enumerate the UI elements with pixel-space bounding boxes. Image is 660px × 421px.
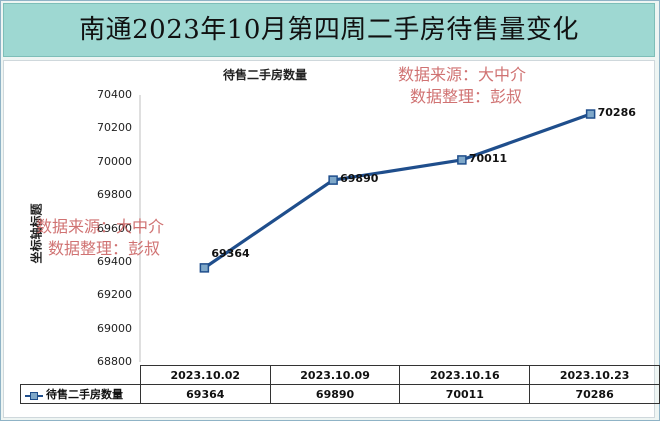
data-point xyxy=(585,109,596,119)
data-table: 2023.10.02 2023.10.09 2023.10.16 2023.10… xyxy=(20,365,660,404)
data-label: 69364 xyxy=(211,246,250,260)
watermark-author: 数据整理：彭叔 xyxy=(48,239,161,258)
data-table-value: 69890 xyxy=(269,384,401,404)
chart-title-text: 待售二手房数量 xyxy=(222,68,307,82)
y-tick-label: 70000 xyxy=(97,154,132,168)
series-line xyxy=(203,112,592,270)
data-label: 69890 xyxy=(340,172,379,186)
data-table-category: 2023.10.16 xyxy=(399,365,531,385)
y-tick-label: 69200 xyxy=(97,288,132,302)
data-label: 70011 xyxy=(468,151,508,165)
watermark-top: 数据来源：大中介 数据整理：彭叔 xyxy=(398,64,526,108)
y-tick-label: 69400 xyxy=(97,254,132,268)
data-table-value: 70011 xyxy=(399,384,531,404)
y-tick-label: 70200 xyxy=(97,121,132,135)
watermark-source: 数据来源：大中介 xyxy=(398,65,527,84)
y-tick-label: 70400 xyxy=(97,88,132,101)
data-point xyxy=(457,155,467,165)
y-tick-label: 69000 xyxy=(97,321,132,335)
watermark-source: 数据来源：大中介 xyxy=(36,217,165,236)
watermark-author: 数据整理：彭叔 xyxy=(410,87,523,106)
chart-area xyxy=(3,60,655,418)
y-tick-label: 69800 xyxy=(97,188,132,202)
data-point xyxy=(328,175,338,185)
data-table-value: 70286 xyxy=(529,384,660,404)
chart-title: 待售二手房数量 xyxy=(0,66,660,83)
data-table-category: 2023.10.09 xyxy=(269,365,401,385)
page-title: 南通2023年10月第四周二手房待售量变化 xyxy=(3,3,655,57)
series-name: 待售二手房数量 xyxy=(46,388,123,401)
data-label: 70286 xyxy=(597,106,636,120)
data-table-header-row: 2023.10.02 2023.10.09 2023.10.16 2023.10… xyxy=(20,365,660,385)
legend-entry: 待售二手房数量 xyxy=(20,384,141,404)
data-table-series-row: 待售二手房数量 69364 69890 70011 70286 xyxy=(20,384,660,404)
y-tick-label: 69600 xyxy=(97,221,132,235)
data-point xyxy=(199,263,210,273)
data-table-value: 69364 xyxy=(139,384,271,404)
watermark-left: 数据来源：大中介 数据整理：彭叔 xyxy=(36,216,164,260)
legend-marker-icon xyxy=(25,391,43,400)
y-tick-label: 68800 xyxy=(97,355,132,368)
data-table-category: 2023.10.02 xyxy=(139,365,271,385)
data-table-category: 2023.10.23 xyxy=(529,365,660,385)
data-table-corner xyxy=(20,365,141,385)
